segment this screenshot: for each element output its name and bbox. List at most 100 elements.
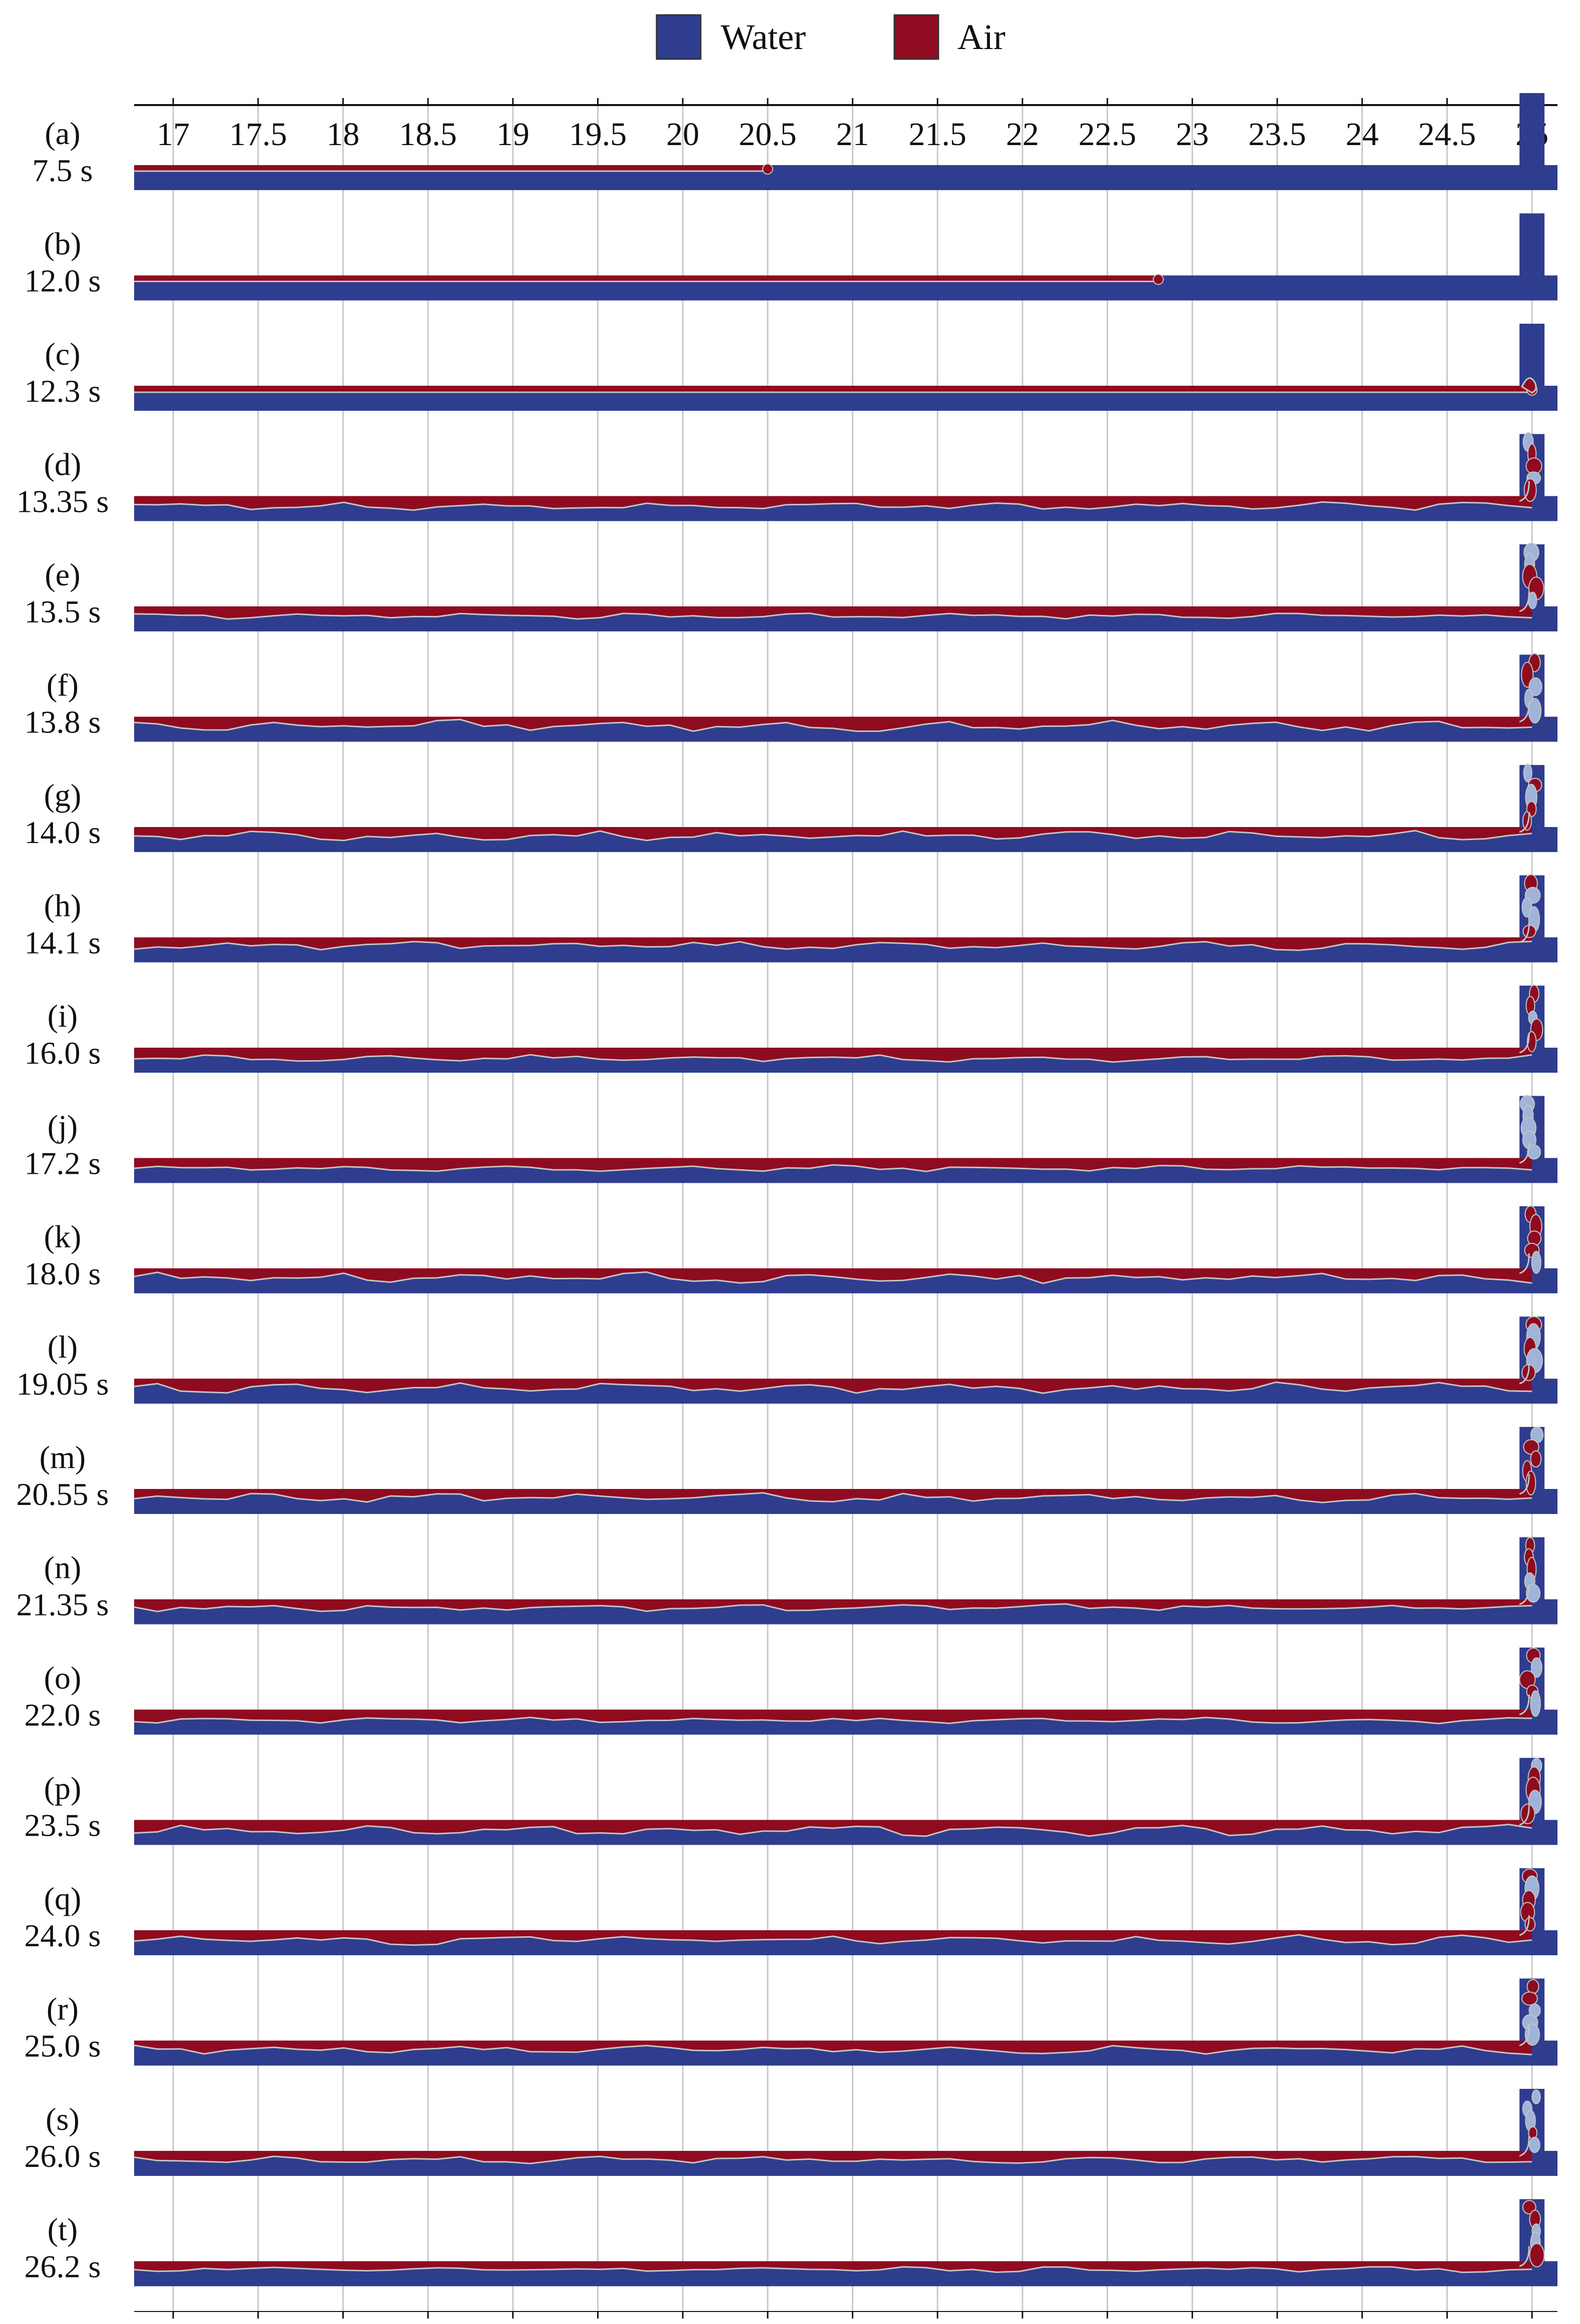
time-snapshots: (a)7.5 s(b)12.0 s(c)12.3 s(d)13.35 s(e)1…	[17, 93, 1557, 2286]
snapshot-row: (f)13.8 s	[25, 653, 1557, 742]
row-label: (e)	[45, 557, 80, 592]
row-time: 19.05 s	[17, 1366, 109, 1402]
row-time: 12.0 s	[25, 263, 101, 299]
snapshot-row: (p)23.5 s	[25, 1758, 1557, 1845]
branch-air-pocket	[1530, 1657, 1542, 1678]
tick-label: 18	[326, 116, 359, 153]
row-label: (g)	[44, 778, 82, 813]
air-layer	[134, 275, 1159, 282]
branch-interface	[1519, 1473, 1530, 1495]
tick-label: 17	[157, 116, 190, 153]
branch-interface	[1519, 701, 1530, 722]
legend-water-label: Water	[721, 17, 806, 57]
row-time: 24.0 s	[25, 1918, 101, 1953]
row-label: (i)	[48, 998, 78, 1034]
air-water-interface	[134, 501, 1532, 511]
snapshot-row: (i)16.0 s	[25, 985, 1557, 1073]
branch-interface	[1519, 2246, 1530, 2267]
air-layer	[134, 1710, 1532, 1724]
air-layer	[134, 2040, 1532, 2055]
air-layer	[134, 2151, 1532, 2164]
branch-interface	[1519, 1143, 1530, 1164]
row-label: (q)	[44, 1881, 82, 1916]
tick-label: 17.5	[229, 116, 287, 153]
row-time: 22.0 s	[25, 1697, 101, 1733]
air-water-interface	[134, 718, 1532, 732]
row-label: (l)	[48, 1329, 78, 1365]
row-time: 20.55 s	[17, 1476, 109, 1512]
tick-label: 21.5	[909, 116, 967, 153]
row-time: 23.5 s	[25, 1808, 101, 1843]
branch-air-pocket	[1524, 2023, 1540, 2046]
branch-air-pocket	[1525, 1584, 1540, 1603]
branch-air-pocket	[1531, 2089, 1541, 2104]
row-label: (d)	[44, 447, 82, 482]
snapshot-row: (n)21.35 s	[17, 1537, 1557, 1625]
row-time: 12.3 s	[25, 373, 101, 409]
air-water-interface	[134, 1717, 1532, 1725]
air-layer	[134, 386, 1532, 392]
branch-interface	[1519, 1805, 1530, 1826]
air-front	[1153, 274, 1164, 285]
row-label: (o)	[44, 1660, 82, 1696]
row-time: 14.0 s	[25, 815, 101, 850]
row-label: (t)	[48, 2212, 78, 2247]
tick-label: 20	[666, 116, 699, 153]
air-layer	[134, 165, 768, 171]
tick-label: 23	[1176, 116, 1209, 153]
branch-interface	[1519, 922, 1530, 943]
air-water-interface	[134, 2155, 1532, 2164]
snapshot-row: (m)20.55 s	[17, 1426, 1557, 1514]
row-label: (r)	[47, 1991, 79, 2027]
air-layer	[134, 827, 1532, 841]
legend-air-label: Air	[957, 17, 1005, 57]
snapshot-row: (e)13.5 s	[25, 542, 1557, 631]
branch-interface	[1519, 481, 1530, 502]
row-time: 13.8 s	[25, 704, 101, 740]
air-layer	[134, 1599, 1532, 1612]
air-layer	[134, 1048, 1532, 1062]
branch-air-pocket	[1529, 2243, 1545, 2267]
snapshot-row: (b)12.0 s	[25, 213, 1557, 301]
branch-air-pocket	[1526, 1979, 1539, 1994]
tick-label: 23.5	[1248, 116, 1306, 153]
legend: Water Air	[656, 14, 1005, 60]
snapshot-row: (c)12.3 s	[25, 324, 1557, 411]
row-time: 14.1 s	[25, 925, 101, 961]
branch-air-pocket	[1521, 1991, 1538, 2006]
air-water-interface	[134, 1824, 1532, 1837]
branch-interface	[1519, 1584, 1530, 1605]
snapshot-row: (q)24.0 s	[25, 1868, 1557, 1955]
legend-air-swatch	[893, 14, 939, 60]
air-front	[762, 164, 773, 175]
branch-air-pocket	[1523, 763, 1532, 783]
branch-interface	[1519, 2025, 1530, 2046]
branch-air-pocket	[1527, 1144, 1541, 1160]
air-layer	[134, 1930, 1532, 1945]
row-time: 13.35 s	[17, 484, 109, 519]
branch-air-pocket	[1528, 677, 1542, 696]
branch-air-pocket	[1530, 1690, 1541, 1717]
branch-interface	[1519, 1694, 1530, 1716]
row-time: 25.0 s	[25, 2028, 101, 2064]
branch-interface	[1519, 1253, 1530, 1274]
branch-air-pocket	[1531, 1251, 1541, 1274]
tick-label: 18.5	[399, 116, 457, 153]
air-layer	[134, 716, 1532, 731]
tick-label: 22	[1006, 116, 1039, 153]
snapshot-row: (l)19.05 s	[17, 1316, 1557, 1404]
snapshot-row: (d)13.35 s	[17, 432, 1557, 521]
air-layer	[134, 606, 1532, 619]
row-label: (h)	[44, 888, 82, 924]
tick-label: 19.5	[569, 116, 627, 153]
branch-air-pocket	[1522, 811, 1532, 831]
tick-label: 19	[496, 116, 530, 153]
snapshot-row: (o)22.0 s	[25, 1647, 1557, 1735]
branch-interface	[1519, 812, 1530, 833]
branch-air-pocket	[1528, 698, 1542, 723]
air-water-interface	[134, 1271, 1532, 1284]
legend-water-swatch	[656, 14, 702, 60]
air-water-interface	[134, 1492, 1532, 1503]
snapshot-row: (t)26.2 s	[25, 2199, 1557, 2286]
snapshot-row: (r)25.0 s	[25, 1978, 1557, 2066]
